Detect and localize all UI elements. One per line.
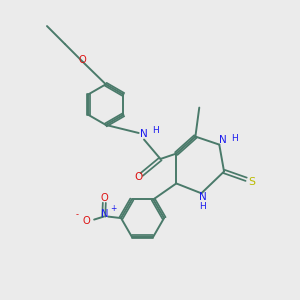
Text: +: +	[111, 204, 117, 213]
Text: O: O	[78, 55, 86, 65]
Text: S: S	[248, 177, 255, 187]
Text: N: N	[199, 192, 207, 202]
Text: N: N	[219, 135, 227, 146]
Text: O: O	[82, 216, 90, 226]
Text: -: -	[76, 210, 79, 219]
Text: O: O	[100, 193, 108, 203]
Text: H: H	[231, 134, 238, 142]
Text: O: O	[134, 172, 142, 182]
Text: H: H	[152, 126, 159, 135]
Text: N: N	[101, 208, 109, 219]
Text: H: H	[200, 202, 206, 211]
Text: N: N	[140, 129, 148, 139]
